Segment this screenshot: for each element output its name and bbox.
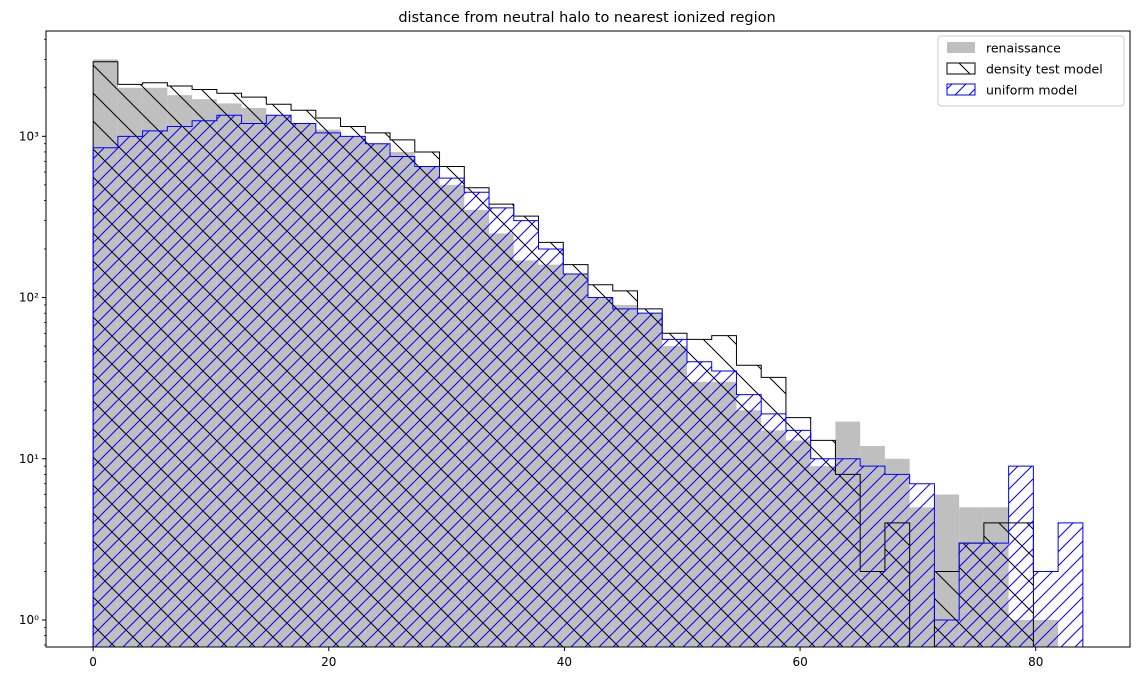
uniform-model-bar <box>117 136 143 647</box>
uniform-model-bar <box>192 120 217 647</box>
uniform-model-bar <box>860 466 885 647</box>
y-tick-label: 10³ <box>19 129 39 143</box>
uniform-model-bar <box>761 413 786 647</box>
y-axis: 10⁰ 10¹ 10² 10³ <box>19 38 46 646</box>
uniform-model-bar <box>439 178 465 647</box>
uniform-model-bar <box>93 147 118 647</box>
uniform-model-bar <box>686 361 712 647</box>
uniform-model-bar <box>934 619 960 647</box>
uniform-model-bar <box>637 313 663 647</box>
legend-label: uniform model <box>986 83 1077 98</box>
uniform-model-bar <box>1008 466 1034 647</box>
uniform-model-outline <box>92 114 1084 647</box>
y-tick-label: 10⁰ <box>19 613 39 627</box>
uniform-model-bar <box>513 220 539 647</box>
chart-title: distance from neutral halo to nearest io… <box>398 10 775 26</box>
legend: renaissance density test model uniform mod… <box>937 35 1125 107</box>
legend-frame <box>937 35 1125 107</box>
uniform-model-bar <box>983 543 1009 647</box>
uniform-model-bar <box>365 143 391 647</box>
uniform-model-bar <box>1058 522 1083 647</box>
x-tick-label: 40 <box>557 655 572 669</box>
x-tick-label: 60 <box>792 655 807 669</box>
uniform-model-bar <box>340 136 366 647</box>
legend-swatch <box>946 83 976 96</box>
uniform-model-series <box>92 114 1084 647</box>
uniform-model-bar <box>390 156 415 647</box>
uniform-model-bar <box>1033 571 1059 647</box>
uniform-model-bar <box>835 458 861 647</box>
uniform-model-bar <box>216 115 242 647</box>
y-tick-label: 10² <box>19 291 39 305</box>
uniform-model-bar <box>810 458 836 647</box>
legend-item-uniform-model: uniform model <box>946 83 1077 98</box>
legend-item-density-test-model: density test model <box>946 62 1103 77</box>
uniform-model-bar <box>291 123 316 647</box>
x-axis: 0 20 40 60 80 <box>89 647 1043 669</box>
uniform-model-bar <box>711 371 737 647</box>
uniform-model-bar <box>315 132 341 647</box>
histogram-bars <box>92 59 1084 647</box>
legend-swatch <box>946 62 976 75</box>
x-tick-label: 0 <box>89 655 97 669</box>
uniform-model-bar <box>489 207 514 647</box>
y-tick-label: 10¹ <box>19 452 39 466</box>
uniform-model-bar <box>959 543 984 647</box>
uniform-model-bar <box>884 474 910 647</box>
uniform-model-bar <box>785 430 811 647</box>
uniform-model-bar <box>538 249 564 647</box>
uniform-model-bar <box>588 297 613 647</box>
legend-item-renaissance: renaissance <box>947 41 1061 56</box>
plot-frame <box>45 30 1131 648</box>
uniform-model-bar <box>662 339 687 647</box>
uniform-model-bar <box>241 123 267 647</box>
legend-swatch <box>947 42 975 53</box>
x-tick-label: 20 <box>321 655 336 669</box>
uniform-model-bar <box>563 273 588 647</box>
uniform-model-bar <box>612 308 638 647</box>
uniform-model-bar <box>142 130 168 647</box>
legend-label: renaissance <box>986 41 1061 56</box>
x-tick-label: 80 <box>1028 655 1043 669</box>
legend-label: density test model <box>986 62 1103 77</box>
uniform-model-bar <box>414 166 440 647</box>
uniform-model-bar <box>266 115 292 647</box>
uniform-model-bar <box>464 192 490 647</box>
uniform-model-bar <box>167 126 193 647</box>
uniform-model-bar <box>909 483 935 647</box>
uniform-model-bar <box>736 394 762 647</box>
